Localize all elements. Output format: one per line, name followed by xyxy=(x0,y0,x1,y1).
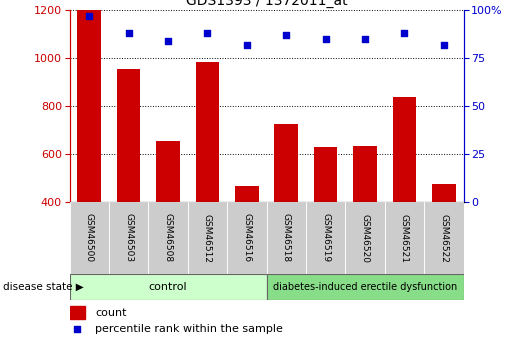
Point xyxy=(203,31,212,36)
Text: GSM46516: GSM46516 xyxy=(243,214,251,263)
Bar xyxy=(156,141,180,297)
Text: control: control xyxy=(149,282,187,292)
Point xyxy=(243,42,251,48)
Point xyxy=(164,38,172,44)
Bar xyxy=(77,10,101,297)
Point xyxy=(321,36,330,42)
Text: GSM46520: GSM46520 xyxy=(360,214,369,263)
Point xyxy=(282,32,290,38)
Bar xyxy=(148,202,188,274)
Point xyxy=(73,326,81,332)
Bar xyxy=(117,69,141,297)
Bar xyxy=(274,124,298,297)
Bar xyxy=(385,202,424,274)
Bar xyxy=(353,146,377,297)
Bar xyxy=(235,186,259,297)
Bar xyxy=(70,202,109,274)
Point xyxy=(85,13,93,19)
FancyBboxPatch shape xyxy=(70,274,267,300)
Bar xyxy=(306,202,345,274)
Text: GSM46519: GSM46519 xyxy=(321,214,330,263)
Text: GSM46508: GSM46508 xyxy=(164,214,173,263)
Point xyxy=(125,31,133,36)
Bar xyxy=(432,184,456,297)
Text: GSM46512: GSM46512 xyxy=(203,214,212,263)
Text: count: count xyxy=(95,308,127,317)
Bar xyxy=(392,97,416,297)
FancyBboxPatch shape xyxy=(267,274,464,300)
Text: GSM46503: GSM46503 xyxy=(124,214,133,263)
Text: GSM46518: GSM46518 xyxy=(282,214,290,263)
Title: GDS1393 / 1372011_at: GDS1393 / 1372011_at xyxy=(186,0,347,8)
Bar xyxy=(188,202,227,274)
Bar xyxy=(227,202,267,274)
Point xyxy=(400,31,408,36)
Bar xyxy=(70,306,85,319)
Point xyxy=(361,36,369,42)
Bar xyxy=(196,62,219,297)
Point xyxy=(440,42,448,48)
Text: GSM46521: GSM46521 xyxy=(400,214,409,263)
Bar xyxy=(109,202,148,274)
Bar xyxy=(346,202,385,274)
Text: diabetes-induced erectile dysfunction: diabetes-induced erectile dysfunction xyxy=(273,282,457,292)
Bar xyxy=(314,147,337,297)
Text: GSM46522: GSM46522 xyxy=(439,214,448,263)
Bar xyxy=(424,202,464,274)
Text: GSM46500: GSM46500 xyxy=(85,214,94,263)
Text: percentile rank within the sample: percentile rank within the sample xyxy=(95,324,283,334)
Bar xyxy=(267,202,306,274)
Text: disease state ▶: disease state ▶ xyxy=(3,282,83,292)
